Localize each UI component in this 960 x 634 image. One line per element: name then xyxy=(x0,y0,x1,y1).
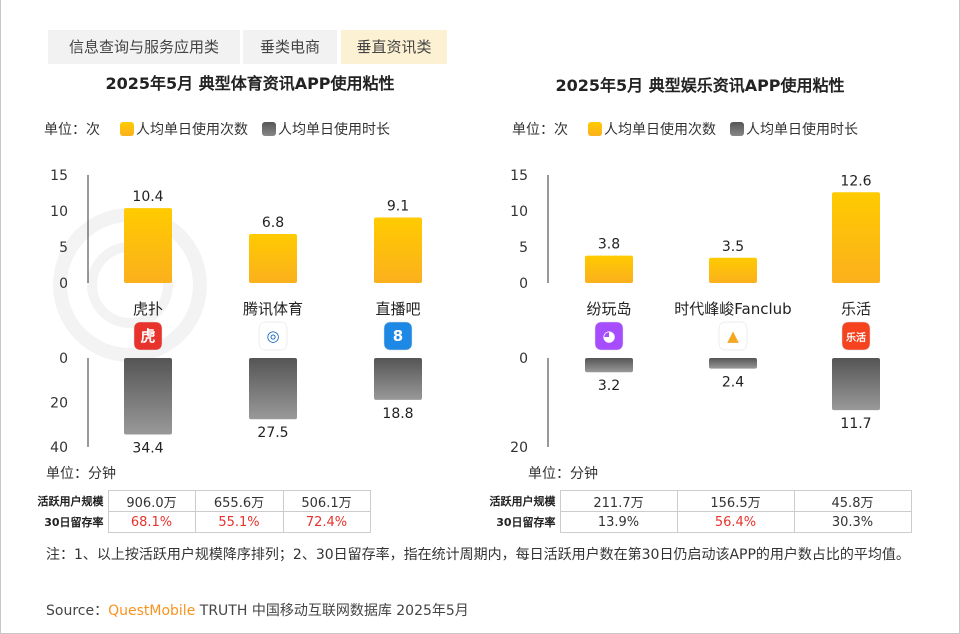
retention-cell: 72.4% xyxy=(282,511,371,533)
bar-duration xyxy=(832,358,880,411)
data-label-freq: 6.8 xyxy=(262,215,284,231)
mau-cell: 506.1万 xyxy=(282,490,371,512)
data-label-duration: 34.4 xyxy=(132,441,163,457)
label-mau: 活跃用户规模 xyxy=(489,495,556,508)
retention-cell: 68.1% xyxy=(107,511,196,533)
legend-swatch-dur xyxy=(730,122,744,136)
y-tick-label: 5 xyxy=(519,240,528,256)
lehuo-icon xyxy=(841,321,871,351)
unit-label: 单位：次 xyxy=(512,122,568,138)
data-label-freq: 10.4 xyxy=(132,189,163,205)
bar-freq xyxy=(585,255,633,283)
y-tick-label: 40 xyxy=(50,440,68,456)
category-label: 纷玩岛 xyxy=(586,300,631,318)
mau-cell: 655.6万 xyxy=(194,490,284,512)
retention-cell: 13.9% xyxy=(559,511,678,533)
mau-cell: 156.5万 xyxy=(676,490,795,512)
category-label: 直播吧 xyxy=(375,300,420,318)
legend-dur: 人均单日使用时长 xyxy=(746,122,858,138)
hupu-icon xyxy=(133,321,163,351)
bar-duration xyxy=(585,358,633,373)
y-tick-label: 10 xyxy=(50,204,68,220)
chart-title-sports: 2025年5月 典型体育资讯APP使用粘性 xyxy=(105,74,395,93)
legend-right: 单位：次 人均单日使用次数 人均单日使用时长 xyxy=(512,119,858,139)
bar-duration xyxy=(124,358,172,435)
bar-freq xyxy=(709,257,757,283)
chart-title-entertainment: 2025年5月 典型娱乐资讯APP使用粘性 xyxy=(555,76,845,95)
category-label: 乐活 xyxy=(841,300,871,318)
label-retention: 30日留存率 xyxy=(44,516,104,529)
y-tick-label: 0 xyxy=(519,276,528,292)
legend-swatch-freq xyxy=(588,122,602,136)
mau-cell: 211.7万 xyxy=(559,490,678,512)
stats-table-right: 活跃用户规模 211.7万 156.5万 45.8万 30日留存率 13.9% … xyxy=(474,490,912,533)
category-label: 时代峰峻Fanclub xyxy=(674,300,791,318)
y-tick-label: 0 xyxy=(59,351,68,367)
legend-freq: 人均单日使用次数 xyxy=(136,122,248,138)
y-tick-label: 0 xyxy=(519,351,528,367)
bar-freq xyxy=(374,217,422,283)
source-prefix: Source： xyxy=(46,603,109,619)
data-label-freq: 3.8 xyxy=(598,237,620,253)
tencent-sports-icon-glyph: ◎ xyxy=(266,327,279,345)
bar-duration xyxy=(249,358,297,420)
bar-freq xyxy=(124,208,172,283)
label-retention: 30日留存率 xyxy=(496,516,556,529)
y-tick-label: 20 xyxy=(510,440,528,456)
tf-fanclub-icon xyxy=(718,321,748,351)
category-label: 虎扑 xyxy=(133,300,163,318)
data-label-duration: 11.7 xyxy=(840,416,871,432)
mau-cell: 906.0万 xyxy=(107,490,196,512)
tf-fanclub-icon-glyph: ▲ xyxy=(727,327,739,345)
bar-duration xyxy=(374,358,422,400)
source-line: Source：QuestMobile TRUTH 中国移动互联网数据库 2025… xyxy=(46,600,469,620)
zhibo8-icon-glyph: 8 xyxy=(393,327,403,345)
y-tick-label: 15 xyxy=(50,168,68,184)
zhibo8-icon xyxy=(383,321,413,351)
data-label-duration: 27.5 xyxy=(257,425,288,441)
y-tick-label: 20 xyxy=(50,396,68,412)
category-label: 腾讯体育 xyxy=(243,300,303,318)
data-label-freq: 3.5 xyxy=(722,239,744,255)
label-mau: 活跃用户规模 xyxy=(37,495,104,508)
retention-cell: 55.1% xyxy=(194,511,284,533)
fenwandao-icon xyxy=(594,321,624,351)
lehuo-icon-glyph: 乐活 xyxy=(846,331,866,344)
y-tick-label: 15 xyxy=(510,168,528,184)
bar-freq xyxy=(832,192,880,283)
unit-bottom-left: 单位：分钟 xyxy=(46,466,116,482)
unit-label: 单位：次 xyxy=(44,122,100,138)
data-label-duration: 18.8 xyxy=(382,406,413,422)
bar-duration xyxy=(709,358,757,369)
data-label-duration: 3.2 xyxy=(598,378,620,394)
source-rest: TRUTH 中国移动互联网数据库 2025年5月 xyxy=(195,603,469,619)
tencent-sports-icon xyxy=(258,321,288,351)
footnote: 注：1、以上按活跃用户规模降序排列；2、30日留存率，指在统计周期内，每日活跃用… xyxy=(46,547,910,563)
unit-bottom-right: 单位：分钟 xyxy=(528,466,598,482)
y-tick-label: 5 xyxy=(59,240,68,256)
y-tick-label: 10 xyxy=(510,204,528,220)
y-tick-label: 0 xyxy=(59,276,68,292)
legend-left: 单位：次 人均单日使用次数 人均单日使用时长 xyxy=(44,119,390,139)
hupu-icon-glyph: 虎 xyxy=(140,327,155,345)
data-label-freq: 9.1 xyxy=(387,198,409,214)
mau-cell: 45.8万 xyxy=(793,490,912,512)
data-label-duration: 2.4 xyxy=(722,375,744,391)
legend-dur: 人均单日使用时长 xyxy=(278,122,390,138)
legend-freq: 人均单日使用次数 xyxy=(604,122,716,138)
legend-swatch-dur xyxy=(262,122,276,136)
retention-cell: 30.3% xyxy=(793,511,912,533)
legend-swatch-freq xyxy=(120,122,134,136)
retention-cell: 56.4% xyxy=(676,511,795,533)
tab-vertical-ecommerce[interactable]: 垂类电商 xyxy=(243,30,337,64)
stats-table-left: 活跃用户规模 906.0万 655.6万 506.1万 30日留存率 68.1%… xyxy=(18,490,371,533)
tab-info-query[interactable]: 信息查询与服务应用类 xyxy=(48,30,240,64)
source-brand: QuestMobile xyxy=(108,603,196,619)
tab-vertical-news[interactable]: 垂直资讯类 xyxy=(341,30,447,64)
bar-freq xyxy=(249,234,297,283)
fenwandao-icon-glyph: ◕ xyxy=(602,327,615,345)
data-label-freq: 12.6 xyxy=(840,173,871,189)
